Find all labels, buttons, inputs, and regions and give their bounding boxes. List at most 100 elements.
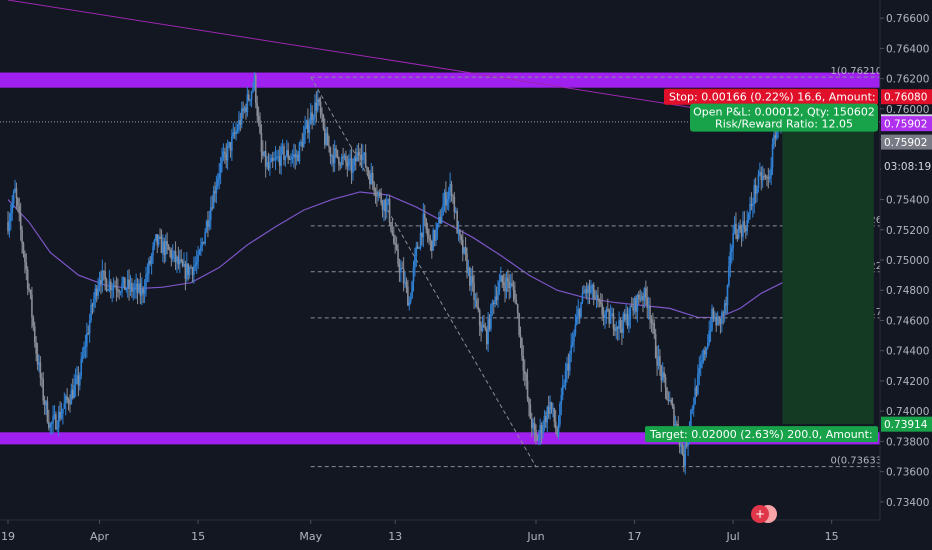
candle-body (302, 134, 305, 148)
candle-body (55, 414, 57, 430)
candle-body (590, 290, 592, 293)
candle-body (467, 267, 470, 274)
price-tag (881, 89, 932, 105)
candle-body (88, 320, 91, 334)
candle-body (525, 374, 527, 381)
long-trendline[interactable] (7, 0, 783, 123)
resistance-zone[interactable] (0, 72, 880, 88)
candle-body (602, 314, 605, 318)
candle-body (704, 350, 706, 355)
candle-body (245, 107, 247, 112)
candle-body (492, 302, 495, 304)
candle-body (242, 108, 244, 111)
candle-body (421, 232, 423, 238)
tradingview-logo-icon[interactable]: + (751, 505, 777, 523)
candle-body (278, 156, 281, 166)
candle-body (761, 175, 764, 181)
candle-body (597, 295, 599, 301)
candle-body (649, 306, 651, 320)
candle-body (583, 292, 585, 294)
candle-body (705, 347, 708, 355)
candle-body (405, 281, 408, 287)
candle-body (623, 313, 626, 320)
candle-body (547, 406, 550, 414)
candle-body (243, 107, 246, 111)
candle-body (362, 154, 364, 161)
candle-body (408, 302, 411, 306)
candle-body (252, 87, 254, 92)
candle-body (605, 309, 608, 314)
candle-body (142, 288, 144, 294)
candle-body (538, 434, 540, 441)
price-tick-label: 0.73400 (886, 497, 929, 509)
candle-body (409, 298, 412, 303)
candle-body (366, 167, 368, 171)
candle-body (349, 158, 351, 160)
candle-body (246, 94, 249, 112)
candle-body (695, 387, 698, 395)
candle-body (722, 312, 725, 314)
candle-body (750, 203, 753, 206)
candle-body (554, 421, 557, 429)
candle-body (163, 241, 166, 255)
candle-body (298, 142, 301, 162)
candle-body (315, 102, 318, 111)
candle-body (32, 317, 35, 327)
candle-body (612, 313, 615, 329)
candle-body (255, 75, 257, 104)
candle-body (12, 192, 15, 204)
candle-body (608, 309, 611, 324)
candle-body (692, 404, 695, 409)
candle-body (715, 317, 718, 326)
candle-body (647, 306, 650, 309)
candle-body (743, 221, 746, 229)
candle-body (325, 133, 328, 145)
candle-body (478, 309, 481, 326)
candle-body (257, 116, 260, 121)
candle-body (338, 157, 340, 165)
candle-body (8, 221, 11, 232)
candle-body (732, 233, 734, 249)
candle-body (204, 232, 206, 244)
candle-body (260, 133, 263, 152)
price-tag-label: 0.75902 (884, 137, 927, 149)
candle-body (221, 157, 223, 164)
candle-body (619, 319, 622, 329)
candle-body (80, 358, 83, 376)
candle-body (490, 304, 492, 329)
candle-body (629, 305, 632, 320)
candle-body (505, 277, 508, 292)
time-axis[interactable]: 19 Apr 15 May 13 Jun 17 Jul 15 (0, 519, 932, 550)
candle-body (568, 354, 571, 371)
candle-body (249, 99, 251, 101)
candle-body (509, 283, 512, 289)
price-axis[interactable]: 0.73400 0.73600 0.73800 0.74000 0.74200 0.744… (879, 0, 932, 520)
candle-body (105, 279, 108, 292)
candle-body (581, 292, 584, 303)
candle-body (571, 341, 574, 346)
candle-body (500, 275, 502, 282)
fib-level-label: 1(0.76210) (830, 66, 886, 77)
candle-body (532, 422, 534, 429)
candle-body (749, 203, 751, 215)
candle-body (770, 167, 772, 177)
candle-body (380, 192, 382, 204)
candle-body (343, 155, 346, 157)
candle-body (431, 240, 433, 251)
candle-body (557, 424, 560, 436)
candle-body (381, 203, 384, 210)
time-tick-label: 15 (825, 530, 839, 543)
candle-body (283, 146, 285, 160)
time-tick-label: 13 (388, 530, 402, 543)
candle-body (768, 176, 771, 179)
candle-body (650, 319, 653, 324)
candle-body (477, 306, 480, 310)
candle-body (70, 389, 73, 405)
candle-body (764, 175, 767, 177)
short-position-tool[interactable] (782, 96, 874, 425)
candle-body (652, 323, 654, 325)
candle-body (697, 373, 699, 395)
candle-body (423, 213, 426, 219)
candle-body (535, 429, 537, 439)
